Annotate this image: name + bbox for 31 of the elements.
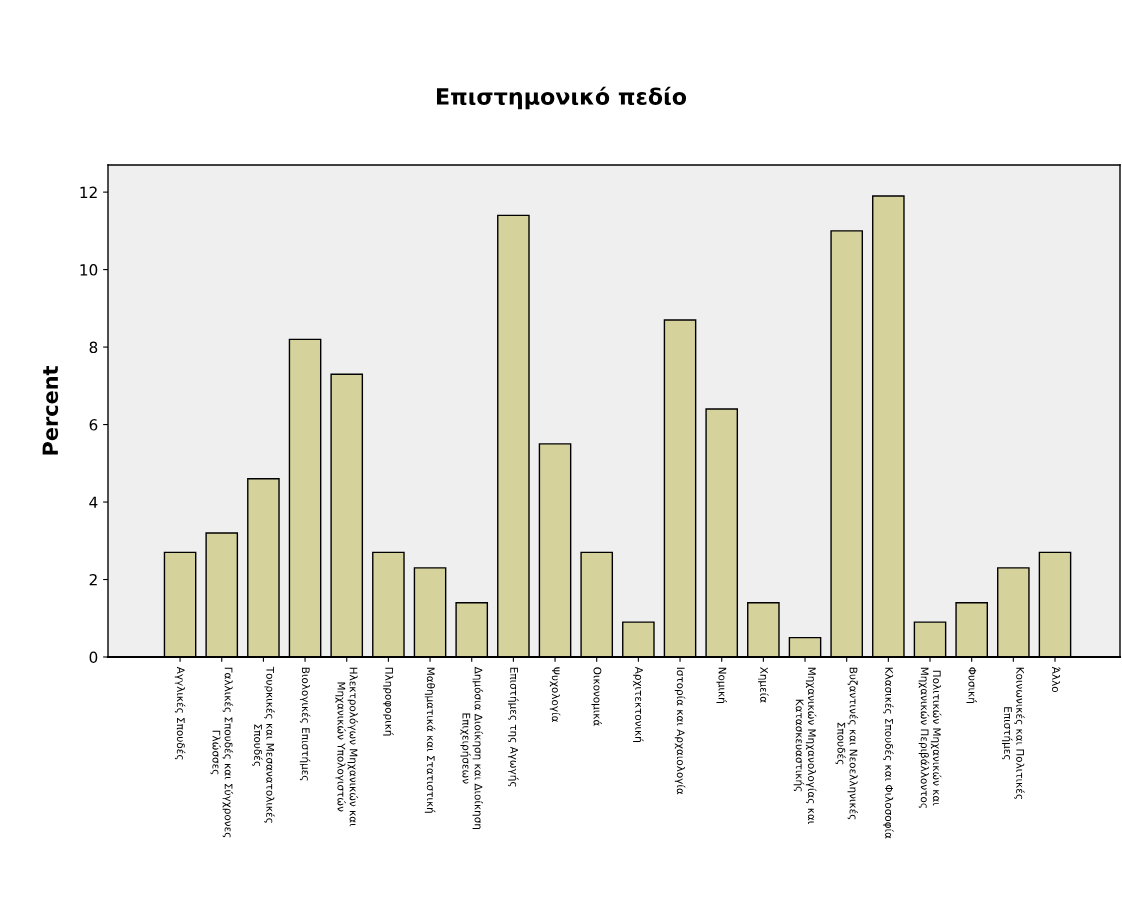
x-tick-label: Κλασικές Σπουδές και Φιλοσοφία — [883, 667, 894, 839]
x-tick-label: Δημόσια Διοίκηση και Διοίκηση Επιχειρήσεων — [460, 666, 484, 830]
x-tick-label: Βιολογικές Επιστήμες — [299, 667, 311, 781]
x-tick-label: Κοινωνικές και Πολιτικές Επιστήμες — [1001, 667, 1025, 799]
x-tick-label: Βυζαντινές και Νεοελληνικές Σπουδές — [835, 667, 859, 820]
x-tick-label: Μαθηματικά και Στατιστική — [424, 667, 436, 813]
y-tick-label: 2 — [89, 573, 97, 586]
x-tick-label: Γαλλικές Σπουδές και Σύγχρονες Γλώσσες — [210, 667, 234, 838]
x-tick-label: Άλλο — [1051, 666, 1061, 693]
x-tick-label: Τουρκικές και Μεσανατολικές Σπουδές — [252, 666, 275, 823]
x-tick-label: Χημεία — [758, 667, 769, 703]
x-tick-label: Επιστήμες της Αγωγής — [508, 667, 519, 787]
x-tick-label: Ηλεκτρολόγων Μηχανικών και Μηχανικών Υπολογιστών — [335, 667, 359, 827]
chart-title: Επιστημονικό πεδίο — [437, 86, 687, 110]
y-tick-label: 8 — [89, 341, 98, 354]
y-tick-label: 10 — [80, 264, 98, 276]
x-tick-label: Ιστορία και Αρχαιολογία — [674, 667, 686, 795]
y-tick-label: 4 — [89, 496, 98, 508]
x-tick-label: Φυσική — [966, 667, 977, 703]
x-tick-label: Οικονομικά — [591, 667, 602, 726]
x-tick-label: Αγγλικές Σπουδές — [174, 666, 186, 760]
y-tick-label: 0 — [89, 651, 98, 664]
y-axis-title: Percent — [42, 366, 59, 455]
x-tick-label: Μηχανικών Μηχανολογίας και Κατασκευαστικής — [793, 667, 817, 824]
y-tick-label: 6 — [89, 419, 98, 431]
x-tick-label: Πολιτικών Μηχανικών και Μηχανικών Περιβάλλοντος — [918, 667, 942, 808]
x-tick-label: Πληροφορική — [383, 667, 394, 736]
x-tick-label: Νομική — [716, 667, 727, 703]
x-tick-label: Αρχιτεκτονική — [633, 666, 644, 742]
x-tick-label: Ψυχολογία — [549, 667, 561, 722]
y-tick-label: 12 — [80, 186, 97, 198]
